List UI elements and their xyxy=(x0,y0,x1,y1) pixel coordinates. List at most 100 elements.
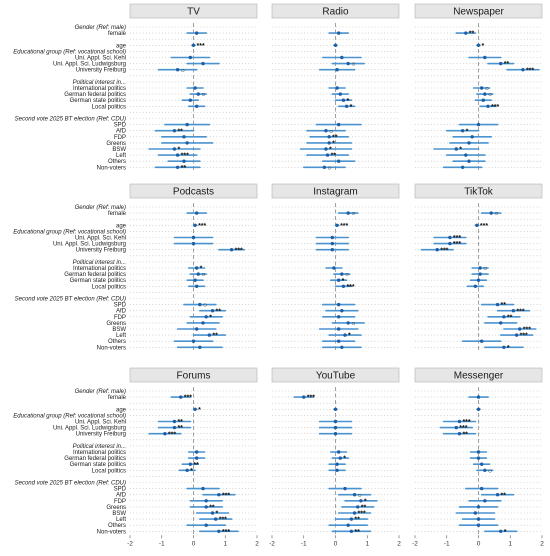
row-group-header: Political interest in... xyxy=(73,80,126,86)
row-group-header: Political interest in... xyxy=(73,444,126,450)
panel-title: Newspaper xyxy=(453,7,504,18)
significance-marker: ○ xyxy=(494,211,498,218)
significance-marker: * xyxy=(507,345,510,352)
significance-marker: ** xyxy=(462,431,468,438)
point-estimate xyxy=(182,159,186,163)
point-estimate xyxy=(521,68,525,72)
significance-marker: *** xyxy=(307,395,315,402)
row-label: BSW xyxy=(112,327,126,333)
significance-marker: * xyxy=(342,278,345,285)
row-label: Greens xyxy=(106,141,126,147)
point-estimate xyxy=(486,104,490,109)
panel-newspaper: Newspaper********○○***** xyxy=(414,3,543,172)
point-estimate xyxy=(196,272,200,276)
point-estimate xyxy=(185,122,189,127)
significance-marker: *** xyxy=(168,431,176,438)
row-group-header: Second vote 2025 BT election (Ref: CDU) xyxy=(15,297,126,303)
point-estimate xyxy=(201,486,205,491)
row-group-header: Gender (Ref: male) xyxy=(75,389,126,395)
significance-marker: *** xyxy=(181,153,189,160)
significance-marker: *** xyxy=(219,517,227,524)
point-estimate xyxy=(502,315,506,319)
point-estimate xyxy=(210,511,215,515)
significance-marker: ○ xyxy=(201,272,205,279)
point-estimate xyxy=(336,339,341,343)
panel-youtube: YouTube****○**********-2 -1 0 1 2 xyxy=(269,367,401,547)
point-estimate xyxy=(476,407,481,411)
row-label: Others xyxy=(108,339,126,345)
point-estimate xyxy=(207,333,212,337)
panel-tv: TV***○○******** xyxy=(129,3,258,172)
point-estimate xyxy=(499,321,503,325)
point-estimate xyxy=(188,98,193,102)
row-label: age xyxy=(116,43,127,49)
point-estimate xyxy=(193,223,197,227)
panel-title: YouTube xyxy=(316,371,356,382)
significance-marker: * xyxy=(459,147,462,154)
point-estimate xyxy=(335,223,339,227)
significance-marker: ** xyxy=(193,462,199,469)
point-estimate xyxy=(460,165,465,169)
point-estimate xyxy=(344,104,349,109)
panel-title: Instagram xyxy=(313,187,357,198)
significance-marker: *** xyxy=(235,247,243,254)
row-label: female xyxy=(108,31,127,37)
point-estimate xyxy=(333,419,338,424)
point-estimate xyxy=(217,493,221,497)
row-label: AfD xyxy=(116,309,127,315)
point-estimate xyxy=(201,61,205,66)
point-estimate xyxy=(338,92,342,96)
point-estimate xyxy=(185,468,189,472)
point-estimate xyxy=(188,55,193,60)
row-label: AfD xyxy=(116,129,127,135)
point-estimate xyxy=(475,223,479,227)
point-estimate xyxy=(341,98,346,102)
point-estimate xyxy=(182,135,186,139)
point-estimate xyxy=(204,523,208,527)
significance-marker: * xyxy=(332,141,335,148)
significance-marker: *** xyxy=(462,419,470,426)
point-estimate xyxy=(338,456,342,460)
row-label: Local politics xyxy=(92,284,126,290)
point-estimate xyxy=(467,159,471,163)
row-label: German state politics xyxy=(70,462,126,468)
significance-marker: * xyxy=(190,468,193,475)
significance-marker: *** xyxy=(340,223,348,230)
significance-marker: ** xyxy=(507,314,513,321)
point-estimate xyxy=(335,462,339,466)
point-estimate xyxy=(460,129,465,133)
point-estimate xyxy=(464,31,468,35)
point-estimate xyxy=(340,55,344,60)
point-estimate xyxy=(483,499,487,503)
point-estimate xyxy=(325,153,330,157)
point-estimate xyxy=(476,43,481,47)
point-estimate xyxy=(454,425,458,430)
panel-strip xyxy=(414,183,543,199)
panel-title: TikTok xyxy=(464,187,494,198)
significance-marker: *** xyxy=(358,511,366,518)
point-estimate xyxy=(336,31,341,35)
significance-marker: ○ xyxy=(181,67,185,74)
x-tick-label: 0 xyxy=(334,540,338,547)
significance-marker: *** xyxy=(198,223,206,230)
point-estimate xyxy=(194,456,199,460)
row-label: Greens xyxy=(106,321,126,327)
significance-marker: ** xyxy=(504,61,510,68)
significance-marker: ** xyxy=(177,419,183,426)
significance-marker: ** xyxy=(501,302,507,309)
point-estimate xyxy=(172,147,177,151)
x-tick-label: 1 xyxy=(508,540,512,547)
row-label: SPD xyxy=(114,487,127,493)
point-estimate xyxy=(333,43,338,47)
point-estimate xyxy=(352,511,357,515)
point-estimate xyxy=(483,92,487,96)
significance-marker: ** xyxy=(354,529,360,536)
row-group-header: Political interest in... xyxy=(73,260,126,266)
row-group-header: Gender (Ref: male) xyxy=(75,25,126,31)
significance-marker: ** xyxy=(469,31,475,38)
significance-marker: * xyxy=(209,314,212,321)
panel-radio: Radio○**○******○ xyxy=(271,3,400,172)
significance-marker: ** xyxy=(212,333,218,340)
significance-marker: ○ xyxy=(358,492,362,499)
